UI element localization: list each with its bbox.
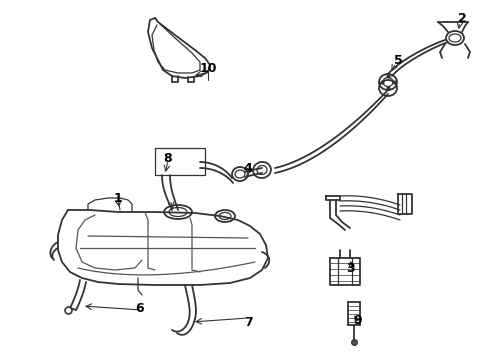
Text: 4: 4 <box>244 162 252 175</box>
Text: 9: 9 <box>354 314 362 327</box>
Text: 8: 8 <box>164 152 172 165</box>
Text: 1: 1 <box>114 192 122 204</box>
Text: 6: 6 <box>136 302 145 315</box>
Text: 7: 7 <box>244 315 252 328</box>
Text: 10: 10 <box>199 62 217 75</box>
Text: 2: 2 <box>458 12 466 24</box>
Text: 5: 5 <box>393 54 402 67</box>
Text: 3: 3 <box>345 261 354 274</box>
